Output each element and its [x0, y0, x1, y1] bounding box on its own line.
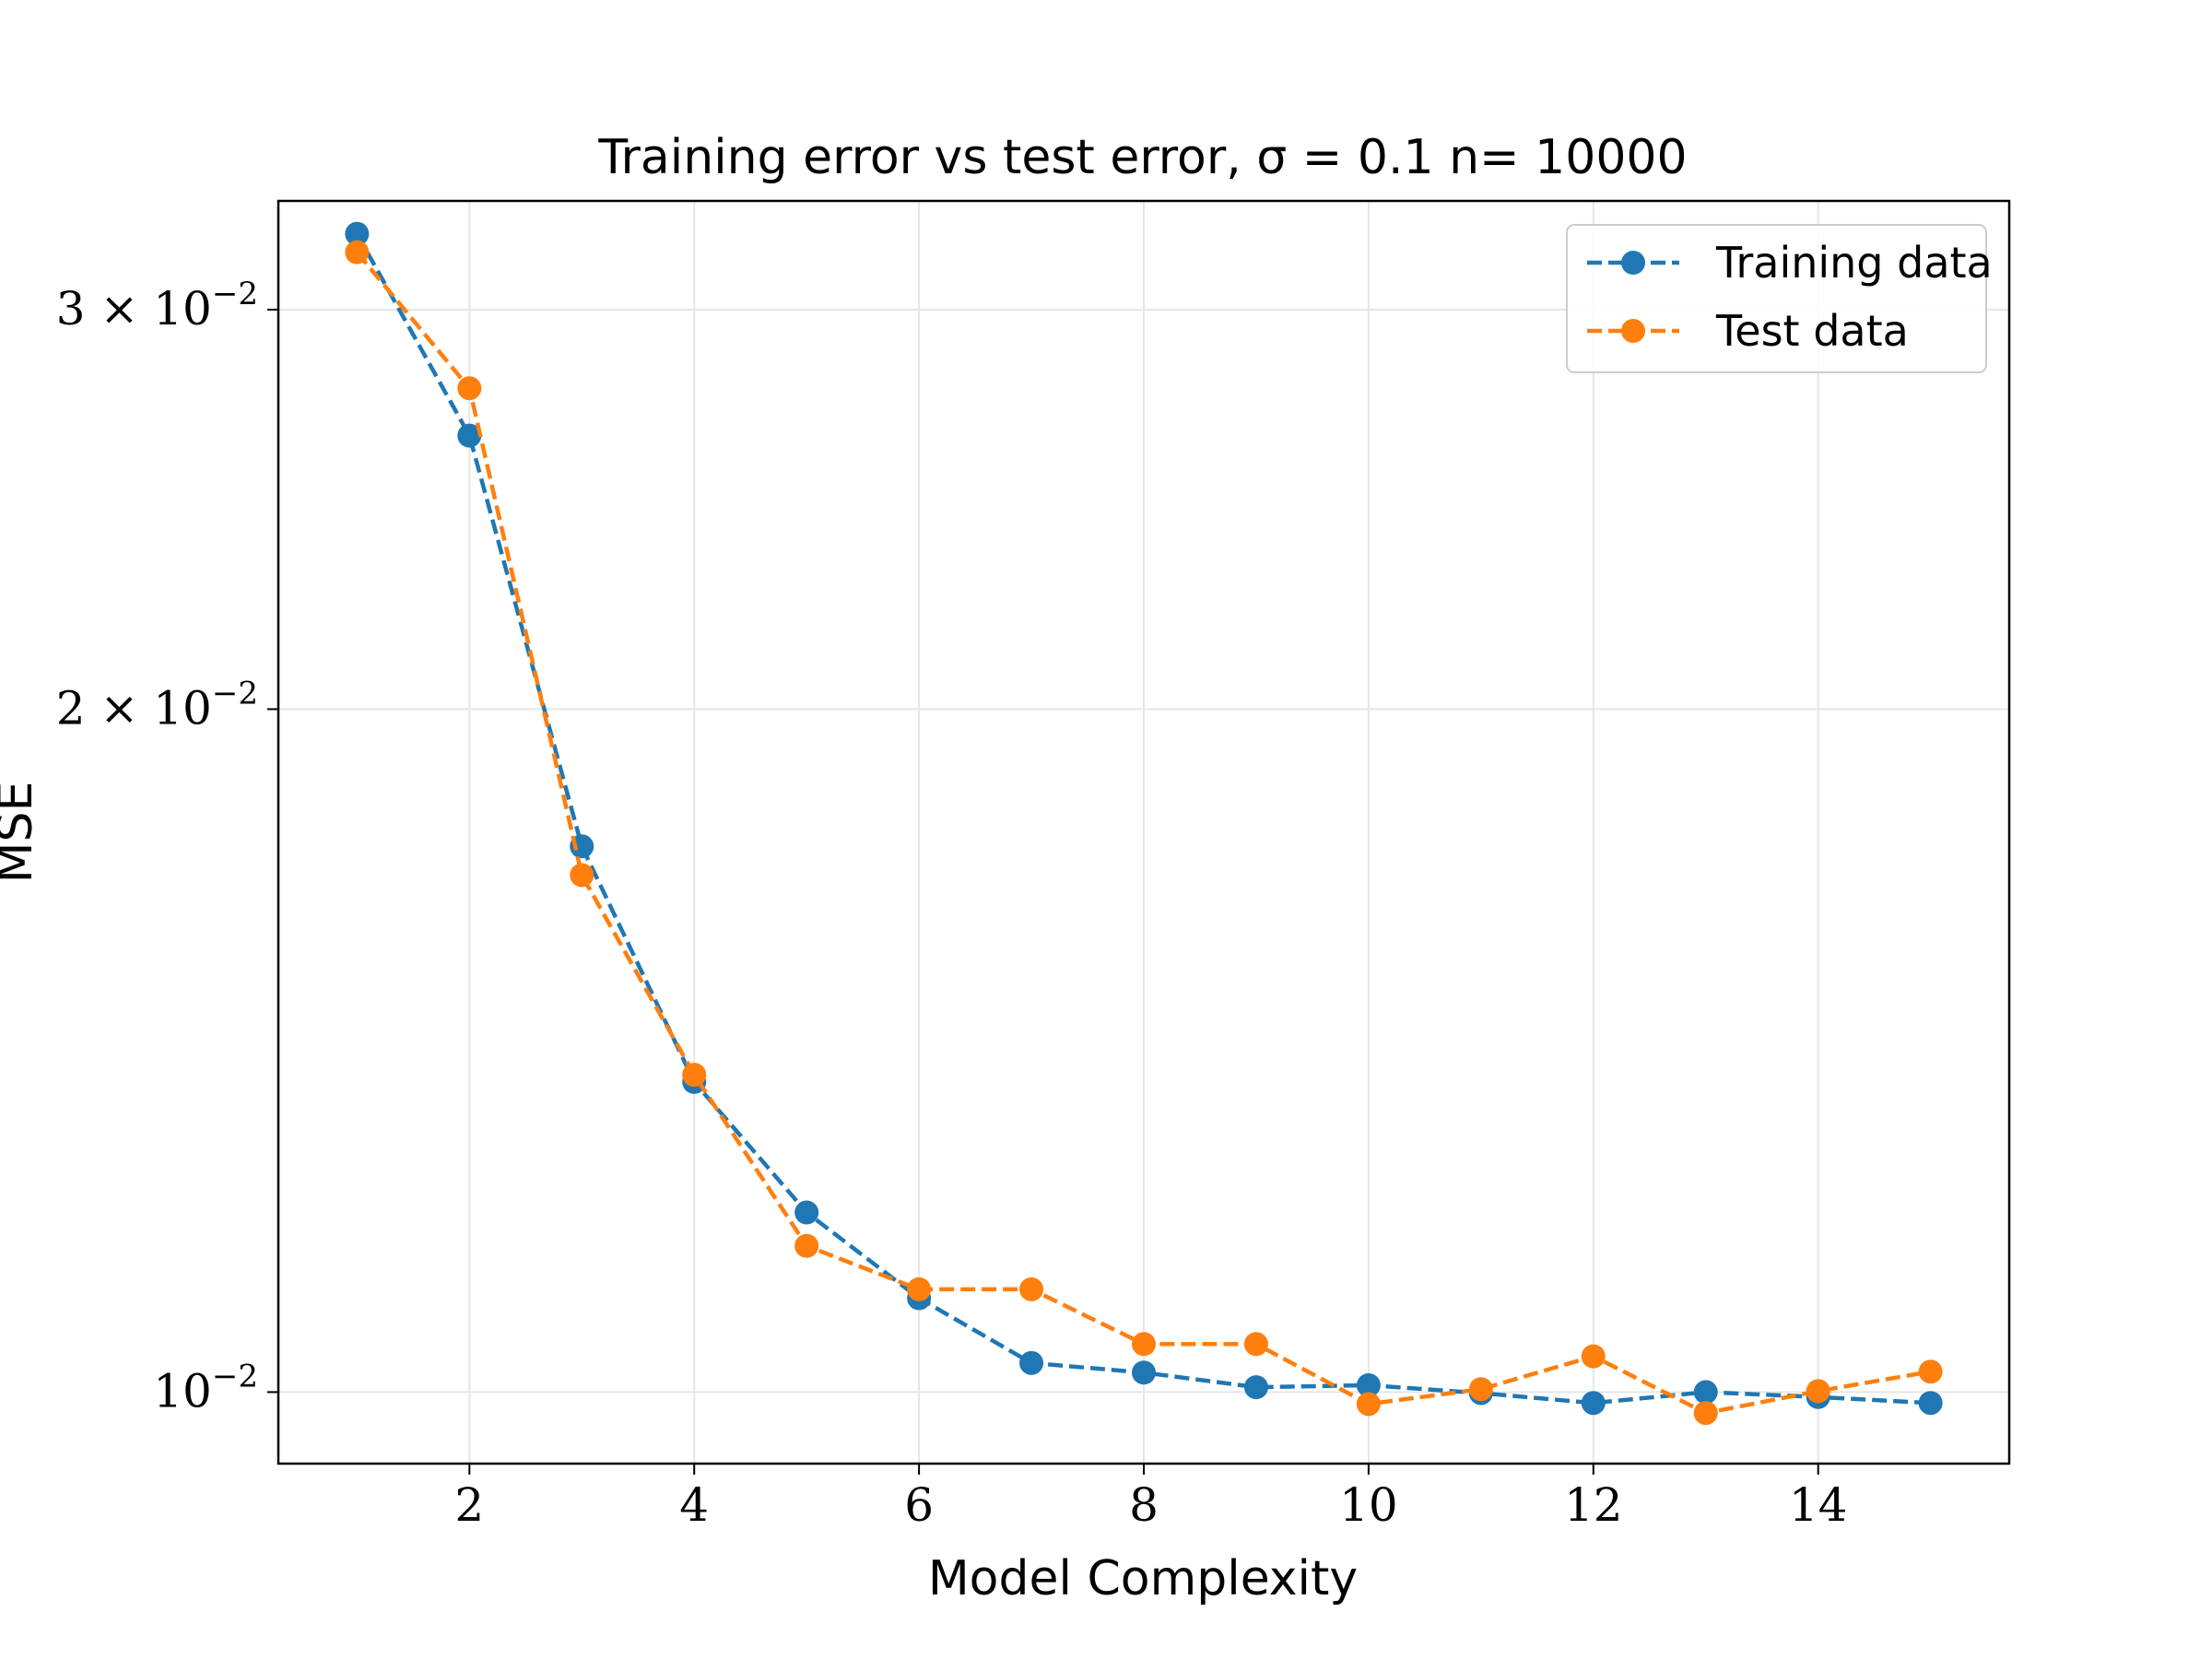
data-point	[1918, 1391, 1943, 1416]
legend: Training data Test data	[1566, 224, 1993, 373]
data-point	[794, 1200, 819, 1225]
x-tick-label: 2	[454, 1478, 484, 1532]
data-point	[1806, 1379, 1830, 1404]
chart-title: Training error vs test error, σ = 0.1 n=…	[597, 130, 1687, 185]
x-tick-label: 12	[1564, 1478, 1623, 1532]
data-point	[1019, 1350, 1044, 1375]
grid-lines	[278, 201, 2009, 1464]
y-axis-label: MSE	[0, 782, 43, 884]
y-tick-label: 10−2	[153, 1358, 258, 1418]
data-point	[1581, 1344, 1606, 1369]
x-tick-label: 10	[1339, 1478, 1398, 1532]
data-point	[1468, 1377, 1493, 1402]
data-point	[1918, 1359, 1943, 1384]
legend-label: Test data	[1715, 306, 1909, 356]
legend-label: Training data	[1715, 238, 1993, 288]
data-point	[570, 863, 594, 888]
x-axis-ticks: 2 4 6 8 10 12 14	[454, 1464, 1848, 1532]
data-point	[1581, 1391, 1606, 1416]
series-test-data	[345, 240, 1943, 1426]
data-point	[794, 1233, 819, 1258]
data-point	[457, 376, 482, 401]
data-point	[345, 240, 370, 265]
data-point	[345, 221, 370, 246]
legend-box	[1566, 224, 1987, 373]
data-point	[1693, 1380, 1718, 1405]
legend-marker	[1621, 319, 1645, 343]
series-layer	[345, 221, 1943, 1426]
data-point	[1243, 1375, 1268, 1400]
data-point	[1243, 1332, 1268, 1357]
data-point	[457, 423, 482, 448]
y-axis-ticks: 3 × 10−2 2 × 10−2 10−2	[56, 276, 278, 1418]
data-point	[1693, 1401, 1718, 1426]
legend-marker	[1621, 251, 1645, 275]
x-axis-label: Model Complexity	[928, 1551, 1358, 1606]
data-point	[1132, 1332, 1156, 1357]
y-tick-label: 2 × 10−2	[56, 675, 258, 735]
data-point	[1132, 1360, 1156, 1385]
x-tick-label: 8	[1129, 1478, 1159, 1532]
x-tick-label: 4	[679, 1478, 709, 1532]
data-point	[907, 1277, 932, 1301]
data-point	[1356, 1372, 1381, 1397]
y-tick-label: 3 × 10−2	[56, 276, 258, 335]
data-point	[682, 1063, 707, 1088]
data-point	[1356, 1392, 1381, 1417]
x-tick-label: 14	[1789, 1478, 1848, 1532]
x-tick-label: 6	[904, 1478, 934, 1532]
data-point	[1019, 1277, 1044, 1301]
